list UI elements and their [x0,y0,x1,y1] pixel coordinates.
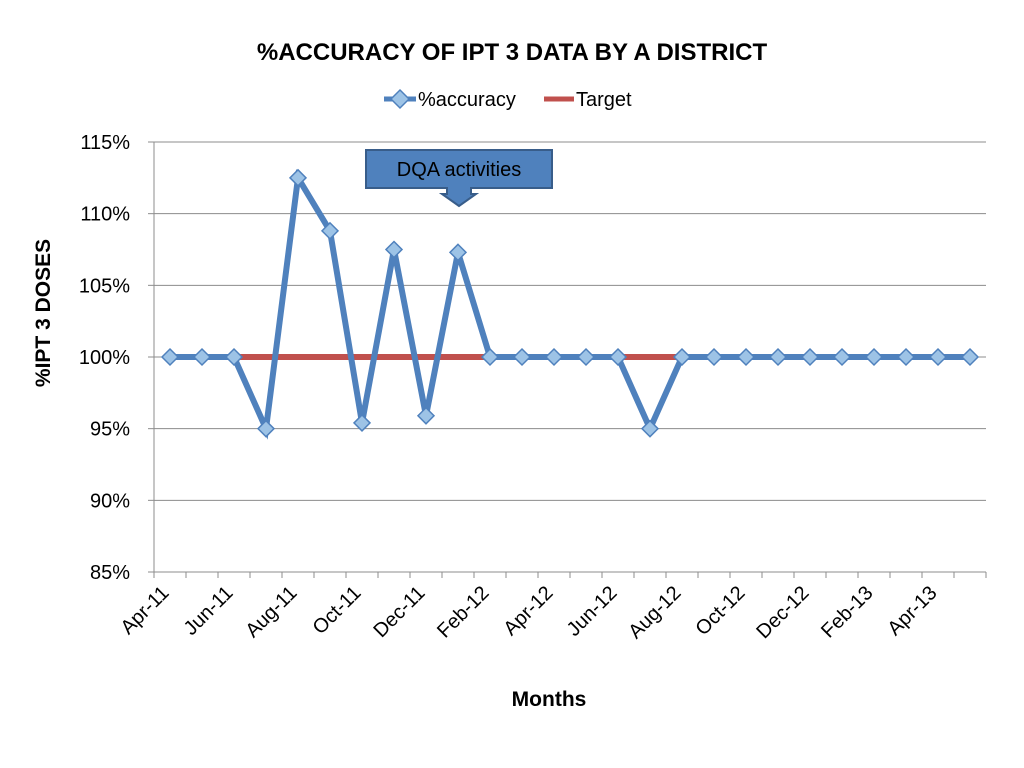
y-tick-label: 90% [90,490,130,512]
legend-accuracy-marker [389,88,411,110]
data-point [288,168,308,187]
data-point [608,347,628,367]
data-point [896,347,916,367]
data-point [512,347,532,367]
callout-shape [365,149,553,208]
y-tick-label: 100% [79,347,130,369]
dqa-callout: DQA activities [365,149,553,208]
x-tick-label: Apr-12 [500,582,558,640]
data-point [832,347,852,367]
data-point [224,347,244,367]
x-tick-label: Apr-13 [884,582,942,640]
data-point [160,347,180,367]
chart-title: %ACCURACY OF IPT 3 DATA BY A DISTRICT [257,39,768,66]
data-point [192,347,212,367]
x-tick-label: Aug-12 [624,582,685,643]
y-axis-ticks: 85% 90% 95% 100% 105% 110% 115% [79,132,154,584]
y-axis-title: %IPT 3 DOSES [32,239,55,387]
data-point [736,347,756,367]
data-point [576,347,596,367]
data-point [416,406,436,425]
series-line-accuracy [170,168,970,440]
data-point [672,347,692,367]
data-point [544,347,564,367]
x-tick-label: Oct-11 [309,582,366,639]
y-tick-label: 95% [90,419,130,441]
data-point [320,221,340,240]
data-point [352,413,372,432]
data-point [256,419,276,438]
series-group [160,168,980,440]
x-tick-label: Aug-11 [241,582,301,642]
data-point [640,419,660,438]
data-point [704,347,724,367]
y-tick-label: 110% [80,204,130,226]
callout-text: DQA activities [397,159,521,181]
legend-target-label: Target [576,89,632,111]
data-point [768,347,788,367]
x-tick-label: Jun-11 [180,582,238,640]
x-tick-label: Oct-12 [692,582,750,640]
x-axis-title: Months [512,688,587,711]
data-point [800,347,820,367]
x-tick-label: Feb-13 [817,582,877,642]
data-point [928,347,948,367]
x-tick-label: Apr-11 [117,582,174,639]
x-tick-label: Feb-12 [433,582,493,642]
x-tick-label: Dec-11 [369,582,429,642]
data-point [864,347,884,367]
y-tick-label: 105% [79,275,130,297]
x-tick-label: Dec-12 [752,582,813,643]
data-point [960,347,980,367]
data-point [480,347,500,367]
y-tick-label: 115% [80,132,130,154]
y-tick-label: 85% [90,562,130,584]
data-point [384,240,404,259]
x-axis-ticks: Apr-11 Jun-11 Aug-11 Oct-11 Dec-11 Feb-12 Apr-… [117,572,987,643]
x-tick-label: Jun-12 [563,582,622,641]
data-point [448,243,468,262]
legend: %accuracy Target [384,88,632,111]
legend-accuracy-label: %accuracy [418,89,516,111]
